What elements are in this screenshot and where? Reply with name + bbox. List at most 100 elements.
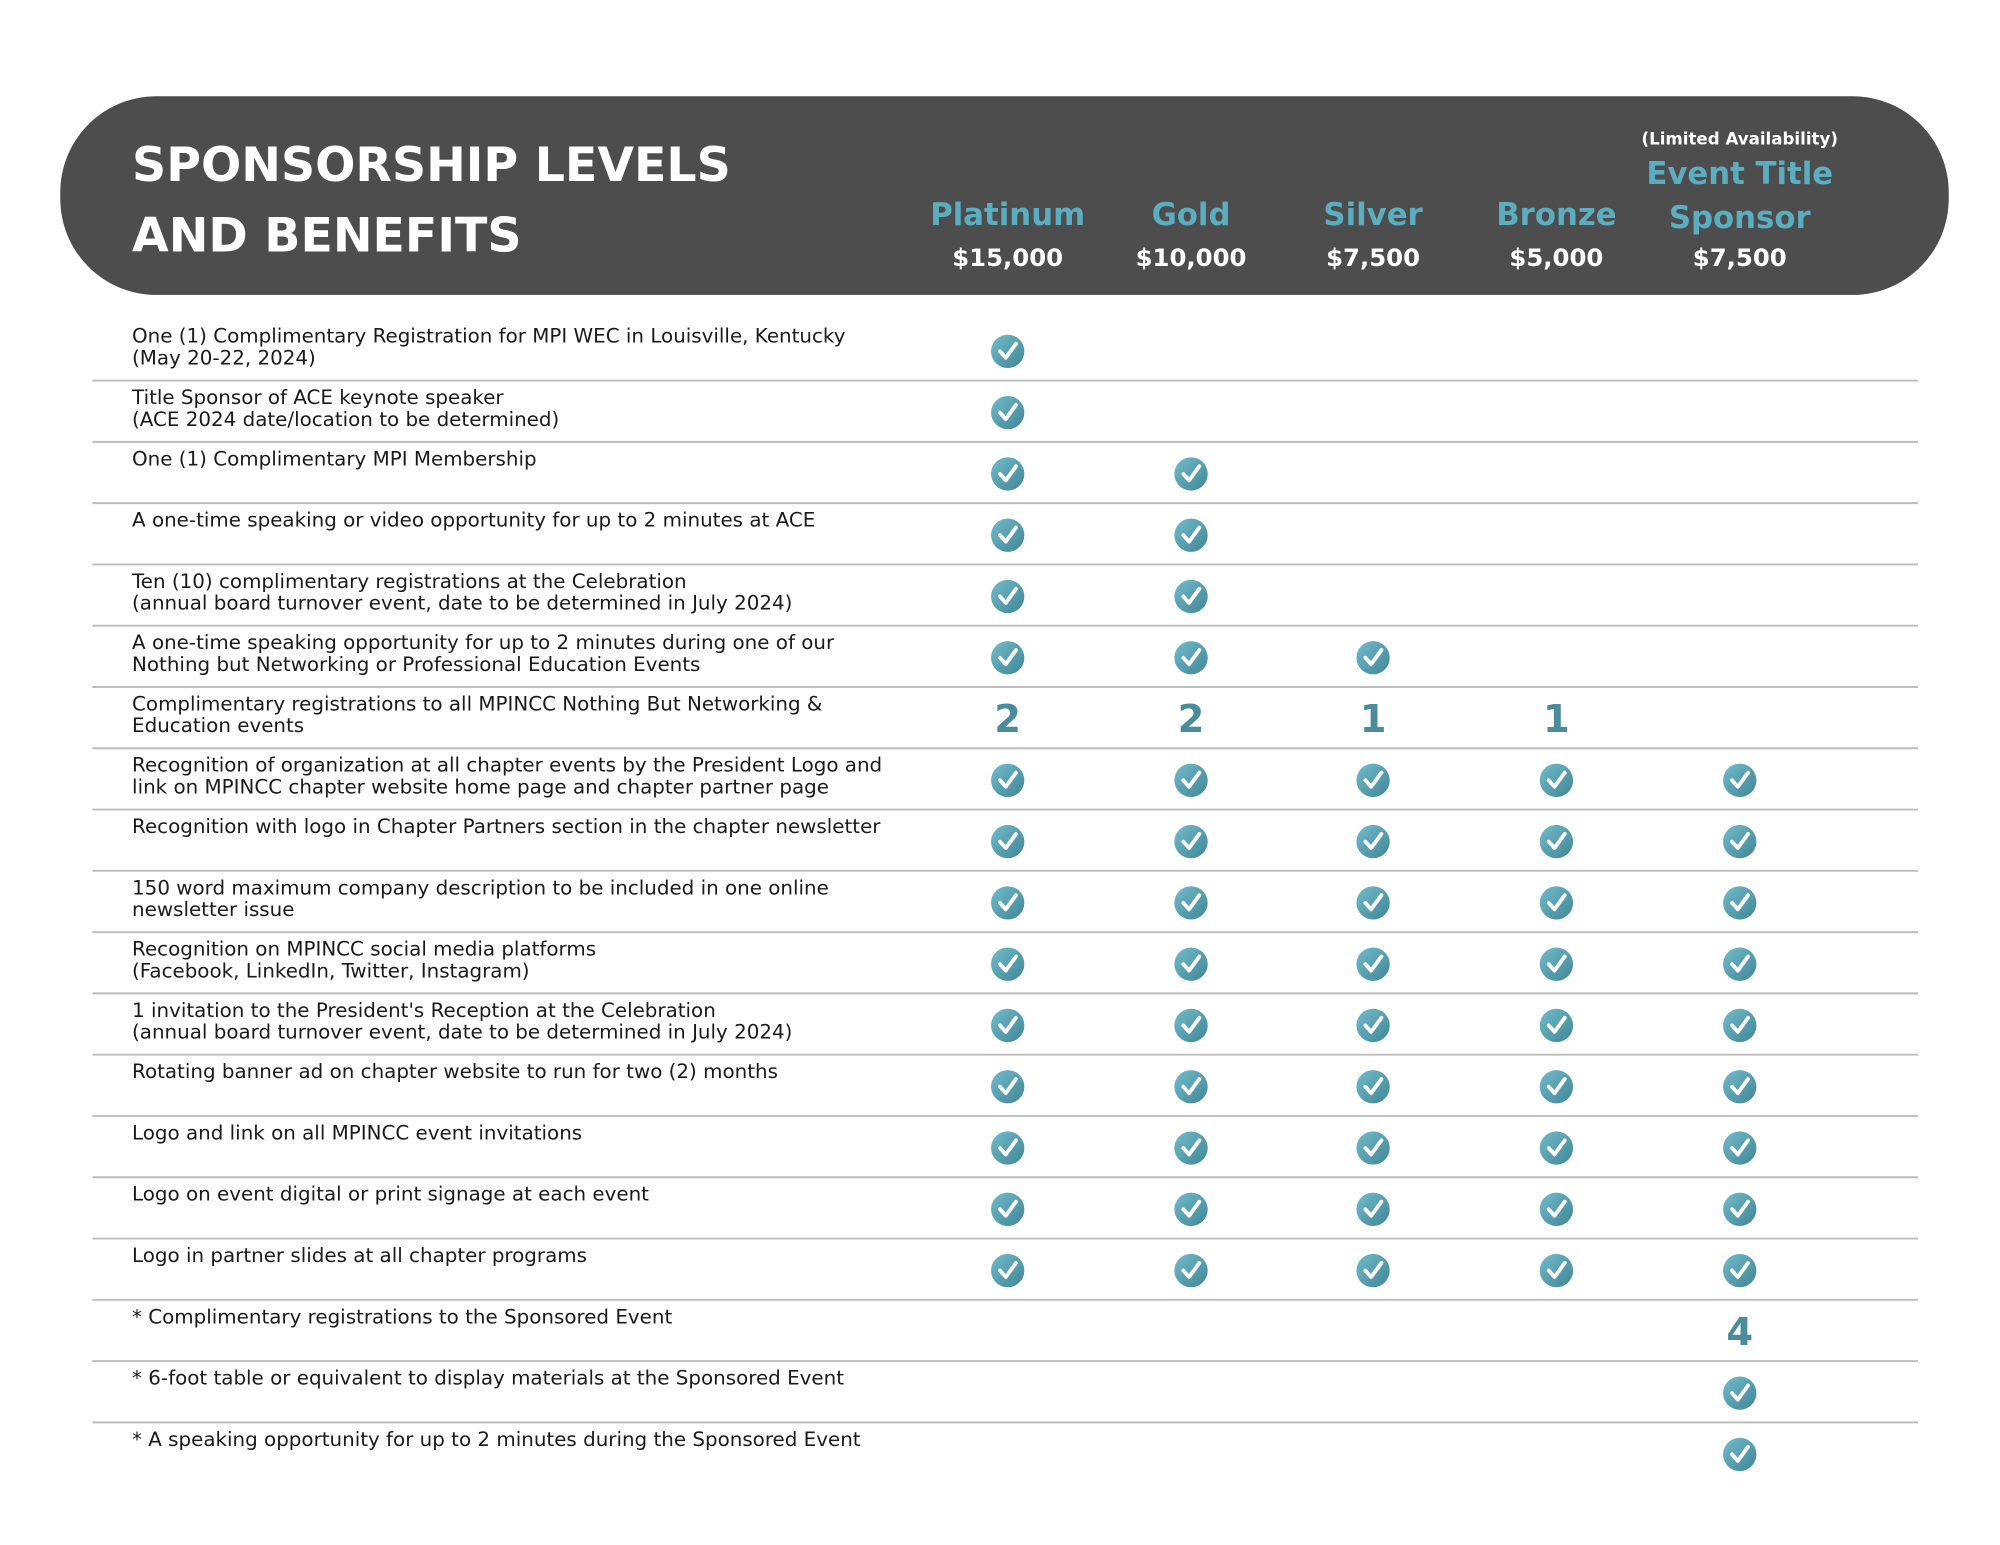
check-circle <box>991 518 1025 552</box>
check-mark <box>1730 1260 1751 1279</box>
check-icon <box>1174 1008 1208 1043</box>
check-icon <box>1356 886 1390 920</box>
check-circle <box>991 1192 1025 1226</box>
check-icon <box>1539 1008 1574 1043</box>
check-circle <box>1723 947 1757 981</box>
check-icon <box>991 824 1025 859</box>
check-mark <box>1730 893 1751 912</box>
check-circle <box>1174 947 1208 981</box>
check-circle <box>991 1008 1025 1043</box>
level-name: Event Title <box>1646 156 1833 192</box>
check-circle <box>1539 824 1574 859</box>
benefit-label: Logo and link on all MPINCC event invita… <box>132 1121 582 1144</box>
benefit-label: * 6-foot table or equivalent to display … <box>132 1367 844 1390</box>
check-icon <box>1723 1253 1757 1288</box>
check-circle <box>1174 579 1208 614</box>
check-mark <box>1181 648 1202 667</box>
check-mark <box>1363 648 1384 667</box>
check-icon <box>1174 1253 1208 1288</box>
check-mark <box>1181 1077 1202 1096</box>
benefit-label: (Facebook, LinkedIn, Twitter, Instagram) <box>132 959 530 982</box>
check-icon <box>1723 1008 1757 1043</box>
check-mark <box>1546 1260 1567 1279</box>
benefit-label: Title Sponsor of ACE keynote speaker <box>131 386 504 409</box>
check-icon <box>991 1008 1025 1043</box>
check-icon <box>1174 886 1208 920</box>
check-circle <box>1539 886 1574 920</box>
benefit-label: One (1) Complimentary Registration for M… <box>132 325 846 348</box>
check-icon <box>1723 763 1757 797</box>
check-circle <box>1356 1008 1390 1043</box>
check-icon <box>1723 824 1757 859</box>
benefit-label: Ten (10) complimentary registrations at … <box>131 570 687 593</box>
check-icon <box>1539 763 1574 797</box>
check-mark <box>1181 1138 1202 1157</box>
check-icon <box>1356 824 1390 859</box>
level-name: Platinum <box>930 197 1085 233</box>
check-mark <box>1730 1077 1751 1096</box>
check-mark <box>1730 1199 1751 1218</box>
check-mark <box>1730 1383 1751 1402</box>
check-icon <box>1539 886 1574 920</box>
check-icon <box>1539 1070 1574 1104</box>
check-circle <box>1539 1070 1574 1104</box>
check-icon <box>1174 457 1208 491</box>
benefit-label: Rotating banner ad on chapter website to… <box>132 1060 778 1083</box>
check-mark <box>998 648 1018 667</box>
check-circle <box>1174 1253 1208 1288</box>
level-price: $7,500 <box>1326 243 1420 272</box>
check-icon <box>1174 763 1208 797</box>
check-icon <box>991 579 1025 614</box>
check-icon <box>1539 947 1574 981</box>
benefit-label: 150 word maximum company description to … <box>132 876 829 899</box>
check-mark <box>998 1138 1018 1157</box>
level-name: Sponsor <box>1669 200 1812 236</box>
check-mark <box>1363 831 1384 850</box>
check-icon <box>991 1131 1025 1165</box>
count-value: 1 <box>1543 697 1570 742</box>
check-icon <box>1723 1131 1757 1165</box>
check-circle <box>1174 457 1208 491</box>
check-mark <box>998 1015 1018 1034</box>
check-circle <box>1723 1131 1757 1165</box>
check-mark <box>1546 954 1567 973</box>
check-mark <box>998 770 1018 789</box>
check-circle <box>1723 1253 1757 1288</box>
benefit-label: (annual board turnover event, date to be… <box>132 1021 792 1044</box>
check-mark <box>1363 954 1384 973</box>
check-mark <box>1181 1015 1202 1034</box>
benefit-label: Complimentary registrations to all MPINC… <box>132 692 822 715</box>
check-icon <box>1356 763 1390 797</box>
check-circle <box>991 1131 1025 1165</box>
check-mark <box>1546 1138 1567 1157</box>
check-mark <box>1363 1138 1384 1157</box>
check-mark <box>1363 893 1384 912</box>
check-mark <box>998 831 1018 850</box>
check-icon <box>1356 1253 1390 1288</box>
benefit-label: (annual board turnover event, date to be… <box>132 592 792 615</box>
check-mark <box>1363 770 1384 789</box>
check-icon <box>1356 1008 1390 1043</box>
check-icon <box>991 1192 1025 1226</box>
check-circle <box>1723 1070 1757 1104</box>
check-circle <box>1723 1008 1757 1043</box>
check-mark <box>1546 893 1567 912</box>
benefit-label: Logo in partner slides at all chapter pr… <box>132 1244 587 1267</box>
check-mark <box>998 403 1018 421</box>
check-icon <box>1723 1376 1757 1410</box>
check-mark <box>1730 831 1751 850</box>
check-mark <box>1363 1260 1384 1279</box>
check-mark <box>1363 1077 1384 1096</box>
check-mark <box>998 341 1018 360</box>
benefit-label: link on MPINCC chapter website home page… <box>132 776 829 799</box>
level-price: $15,000 <box>952 243 1063 272</box>
check-mark <box>1730 1138 1751 1157</box>
check-circle <box>1539 1253 1574 1288</box>
benefit-label: newsletter issue <box>132 898 294 921</box>
level-name: Silver <box>1323 197 1423 233</box>
check-icon <box>991 886 1025 920</box>
count-value: 2 <box>994 697 1021 742</box>
check-circle <box>991 395 1025 430</box>
check-circle <box>1539 1131 1574 1165</box>
